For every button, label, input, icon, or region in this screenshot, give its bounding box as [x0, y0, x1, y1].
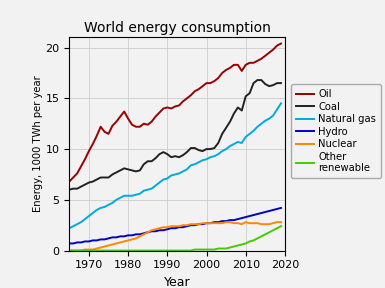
Nuclear	[275, 220, 280, 224]
Title: World energy consumption: World energy consumption	[84, 21, 271, 35]
Natural gas	[146, 188, 150, 192]
Natural gas	[118, 196, 122, 200]
Legend: Oil, Coal, Natural gas, Hydro, Nuclear, Other
renewable: Oil, Coal, Natural gas, Hydro, Nuclear, …	[291, 84, 381, 179]
Oil	[275, 44, 280, 47]
Hydro	[275, 207, 280, 211]
Coal	[106, 176, 111, 179]
Coal	[279, 82, 283, 85]
Natural gas	[106, 203, 111, 206]
Other
renewable	[279, 224, 283, 228]
Natural gas	[255, 125, 260, 128]
Other
renewable	[67, 249, 72, 252]
Line: Nuclear: Nuclear	[69, 222, 281, 251]
Hydro	[146, 231, 150, 234]
Oil	[118, 115, 122, 118]
Oil	[67, 180, 72, 183]
Oil	[90, 142, 95, 146]
Line: Natural gas: Natural gas	[69, 103, 281, 228]
Hydro	[90, 239, 95, 242]
Natural gas	[90, 211, 95, 215]
Natural gas	[67, 226, 72, 230]
Nuclear	[67, 249, 72, 252]
Coal	[275, 82, 280, 85]
Coal	[67, 188, 72, 192]
Hydro	[118, 235, 122, 238]
Coal	[255, 78, 260, 82]
Other
renewable	[146, 249, 150, 252]
Hydro	[67, 242, 72, 245]
Other
renewable	[90, 249, 95, 252]
Nuclear	[90, 248, 95, 251]
Hydro	[255, 212, 260, 216]
Other
renewable	[118, 249, 122, 252]
Hydro	[106, 237, 111, 240]
Nuclear	[146, 231, 150, 234]
Other
renewable	[255, 237, 260, 240]
Nuclear	[224, 220, 228, 224]
Oil	[106, 132, 111, 136]
Nuclear	[118, 241, 122, 244]
Other
renewable	[275, 226, 280, 230]
Line: Oil: Oil	[69, 43, 281, 181]
Oil	[255, 59, 260, 62]
Nuclear	[279, 220, 283, 224]
Other
renewable	[106, 249, 111, 252]
Coal	[259, 78, 264, 82]
Line: Coal: Coal	[69, 80, 281, 190]
Line: Hydro: Hydro	[69, 208, 281, 243]
X-axis label: Year: Year	[164, 276, 191, 288]
Natural gas	[275, 108, 280, 111]
Coal	[118, 169, 122, 172]
Natural gas	[279, 102, 283, 105]
Oil	[279, 42, 283, 45]
Coal	[146, 160, 150, 163]
Nuclear	[259, 222, 264, 226]
Coal	[90, 180, 95, 183]
Y-axis label: Energy, 1000 TWh per year: Energy, 1000 TWh per year	[33, 76, 43, 212]
Oil	[146, 123, 150, 126]
Hydro	[279, 206, 283, 210]
Nuclear	[106, 244, 111, 247]
Line: Other
renewable: Other renewable	[69, 226, 281, 251]
